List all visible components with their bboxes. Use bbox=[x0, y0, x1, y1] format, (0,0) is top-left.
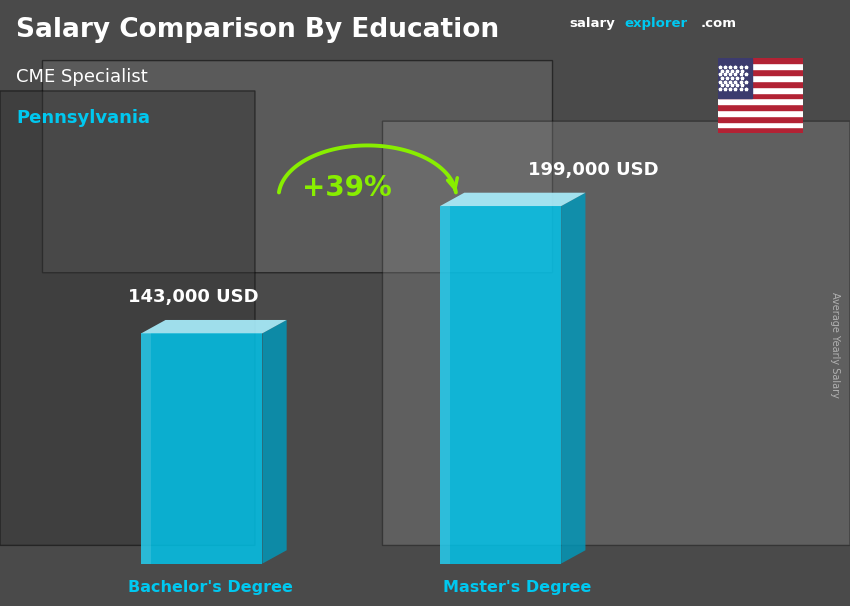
Bar bbox=[718, 110, 803, 116]
Text: 199,000 USD: 199,000 USD bbox=[528, 161, 659, 179]
Bar bbox=[718, 93, 803, 98]
Bar bbox=[718, 58, 752, 98]
Polygon shape bbox=[141, 333, 151, 564]
Text: Bachelor's Degree: Bachelor's Degree bbox=[128, 580, 292, 595]
Bar bbox=[718, 81, 803, 87]
Bar bbox=[718, 122, 803, 127]
Text: salary: salary bbox=[570, 17, 615, 30]
Text: Salary Comparison By Education: Salary Comparison By Education bbox=[16, 17, 499, 43]
Bar bbox=[718, 127, 803, 133]
Polygon shape bbox=[561, 193, 586, 564]
Bar bbox=[718, 69, 803, 75]
Bar bbox=[718, 75, 803, 81]
Polygon shape bbox=[141, 320, 286, 333]
FancyBboxPatch shape bbox=[0, 91, 255, 545]
Text: Average Yearly Salary: Average Yearly Salary bbox=[830, 293, 840, 398]
Bar bbox=[718, 87, 803, 93]
Bar bbox=[718, 104, 803, 110]
Bar bbox=[718, 64, 803, 69]
FancyBboxPatch shape bbox=[382, 121, 850, 545]
Text: explorer: explorer bbox=[624, 17, 688, 30]
Bar bbox=[718, 98, 803, 104]
Polygon shape bbox=[440, 206, 561, 564]
FancyBboxPatch shape bbox=[42, 61, 552, 273]
Bar bbox=[718, 58, 803, 64]
Text: +39%: +39% bbox=[303, 174, 392, 202]
Polygon shape bbox=[263, 320, 286, 564]
Polygon shape bbox=[440, 193, 586, 206]
Text: CME Specialist: CME Specialist bbox=[16, 68, 148, 86]
Polygon shape bbox=[440, 206, 450, 564]
Polygon shape bbox=[141, 333, 263, 564]
Text: .com: .com bbox=[701, 17, 737, 30]
Bar bbox=[718, 116, 803, 122]
Text: 143,000 USD: 143,000 USD bbox=[128, 288, 259, 306]
Text: Master's Degree: Master's Degree bbox=[443, 580, 591, 595]
Text: Pennsylvania: Pennsylvania bbox=[16, 109, 150, 127]
